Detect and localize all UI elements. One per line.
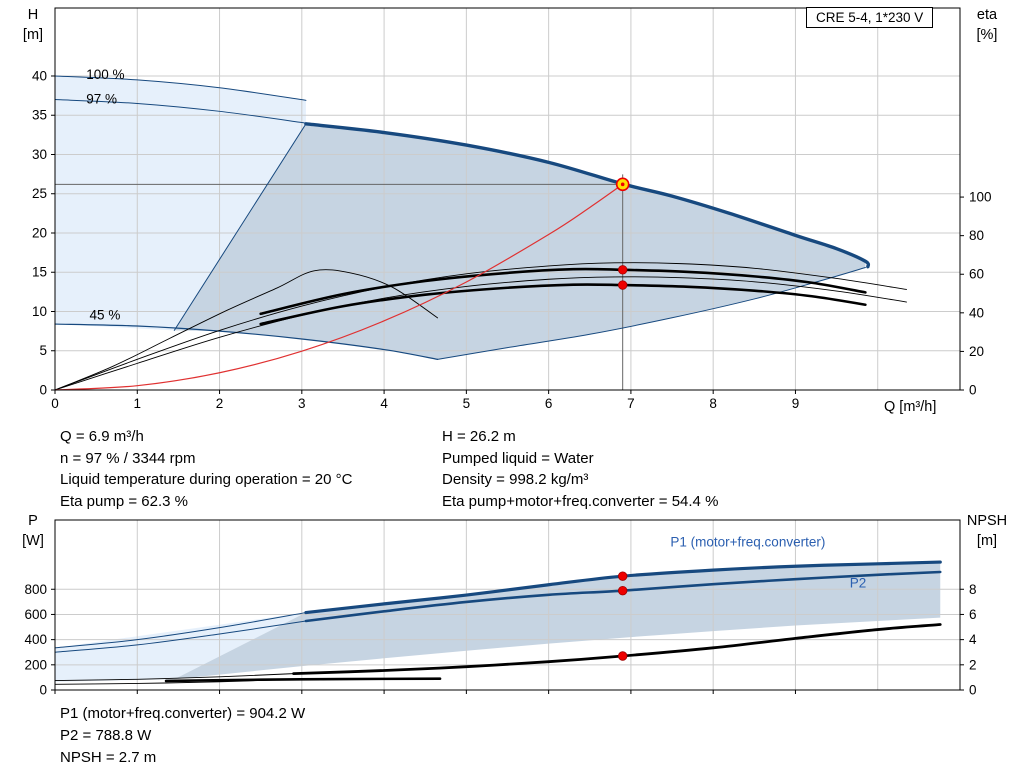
result-head: H = 26.2 m — [442, 428, 516, 445]
svg-text:600: 600 — [24, 607, 47, 622]
svg-text:0: 0 — [39, 383, 47, 398]
result-p2: P2 = 788.8 W — [60, 727, 152, 744]
npsh-axis-unit: [m] — [976, 533, 998, 549]
svg-text:30: 30 — [32, 147, 47, 162]
svg-text:8: 8 — [969, 582, 977, 597]
power-npsh-chart: 0 200 400 600 800 0 2 4 6 8 P1 (motor+freq.convert… — [24, 519, 977, 698]
series-p1-thin-100 — [54, 612, 307, 649]
power-axis-title: P [W] — [10, 511, 56, 551]
svg-text:60: 60 — [969, 267, 984, 282]
curve-label: 100 % — [86, 67, 124, 82]
svg-text:6: 6 — [545, 396, 553, 411]
svg-text:40: 40 — [32, 68, 47, 83]
svg-text:10: 10 — [32, 304, 47, 319]
svg-text:35: 35 — [32, 108, 47, 123]
duty-results-left: Q = 6.9 m³/h n = 97 % / 3344 rpm Liquid … — [60, 426, 352, 512]
result-p1: P1 (motor+freq.converter) = 904.2 W — [60, 705, 306, 722]
eta-axis-symbol: eta — [976, 7, 998, 23]
svg-text:100: 100 — [969, 190, 992, 205]
duty-results-right: H = 26.2 m Pumped liquid = Water Density… — [442, 426, 718, 512]
series-max-flow-boundary — [437, 267, 866, 360]
eta-axis-title: eta [%] — [960, 5, 1014, 45]
svg-text:4: 4 — [380, 396, 388, 411]
result-flow: Q = 6.9 m³/h — [60, 428, 144, 445]
series-speed-45 — [54, 323, 439, 360]
hq-eta-chart: 0 1 2 3 4 5 6 7 8 9 0 5 10 15 20 25 30 35 40 0 20 40 60 80 100 10… — [32, 7, 992, 411]
svg-text:3: 3 — [298, 396, 306, 411]
area-operating-envelope — [174, 123, 866, 360]
duty-point-center — [620, 182, 625, 187]
series-npsh-thin — [54, 673, 295, 682]
head-axis-title: H [m] — [10, 5, 56, 45]
svg-text:2: 2 — [216, 396, 224, 411]
area-power-envelope — [174, 562, 941, 680]
svg-text:200: 200 — [24, 657, 47, 672]
power-results: P1 (motor+freq.converter) = 904.2 W P2 =… — [60, 703, 305, 769]
operating-point-dot — [617, 571, 628, 581]
svg-text:0: 0 — [39, 683, 47, 698]
plot-frame — [54, 7, 961, 391]
series-p2-thin-100 — [54, 620, 307, 653]
series-min-flow-boundary — [173, 123, 307, 331]
series-speed-100 — [54, 75, 307, 101]
plot-frame — [54, 519, 961, 691]
svg-text:1: 1 — [134, 396, 142, 411]
series-eta-total-97 — [259, 283, 867, 326]
curve-label: 45 % — [90, 307, 121, 322]
result-pumped-liquid: Pumped liquid = Water — [442, 449, 594, 467]
series-pump-curve-97 — [304, 122, 871, 269]
svg-text:20: 20 — [969, 344, 984, 359]
flow-axis-title: Q [m³/h] — [884, 399, 937, 415]
svg-text:25: 25 — [32, 186, 47, 201]
result-density: Density = 998.2 kg/m³ — [442, 471, 589, 488]
svg-text:9: 9 — [792, 396, 800, 411]
series-eta-45 — [54, 269, 439, 391]
svg-text:5: 5 — [39, 343, 47, 358]
curve-label: P1 (motor+freq.converter) — [670, 534, 825, 549]
head-axis-unit: [m] — [22, 27, 44, 43]
curve-label: 97 % — [86, 91, 117, 106]
svg-text:0: 0 — [969, 383, 977, 398]
svg-text:4: 4 — [969, 632, 977, 647]
operating-point-dot — [617, 265, 628, 275]
result-speed: n = 97 % / 3344 rpm — [60, 449, 196, 467]
svg-text:0: 0 — [51, 396, 59, 411]
result-npsh: NPSH = 2.7 m — [60, 749, 157, 766]
series-eta-pump-100 — [54, 262, 907, 391]
result-eta-pump: Eta pump = 62.3 % — [60, 492, 188, 510]
result-liquid-temperature: Liquid temperature during operation = 20… — [60, 471, 353, 488]
eta-axis-unit: [%] — [976, 27, 998, 43]
pump-model-box: CRE 5-4, 1*230 V — [806, 7, 934, 28]
svg-text:400: 400 — [24, 632, 47, 647]
svg-text:80: 80 — [969, 228, 984, 243]
series-eta-pump-97 — [259, 267, 867, 316]
series-min-speed-power — [164, 677, 442, 683]
svg-text:7: 7 — [627, 396, 635, 411]
operating-point-dot — [617, 651, 628, 661]
operating-point-dot — [617, 280, 628, 290]
area-speed-range-light — [55, 75, 306, 331]
series-system-curve — [54, 183, 624, 391]
svg-text:15: 15 — [32, 265, 47, 280]
result-eta-total: Eta pump+motor+freq.converter = 54.4 % — [442, 492, 719, 510]
svg-text:800: 800 — [24, 582, 47, 597]
svg-text:40: 40 — [969, 305, 984, 320]
svg-text:2: 2 — [969, 657, 977, 672]
svg-text:5: 5 — [463, 396, 471, 411]
series-eta-total-100 — [54, 276, 907, 391]
svg-text:0: 0 — [969, 683, 977, 698]
svg-text:6: 6 — [969, 607, 977, 622]
curve-label: P2 — [850, 575, 867, 590]
svg-text:8: 8 — [709, 396, 717, 411]
power-axis-symbol: P — [28, 513, 38, 529]
head-axis-symbol: H — [27, 7, 39, 23]
npsh-axis-symbol: NPSH — [966, 513, 1008, 529]
series-speed-97-extension — [54, 99, 307, 124]
svg-text:20: 20 — [32, 225, 47, 240]
operating-point-dot — [617, 585, 628, 596]
npsh-axis-title: NPSH [m] — [954, 511, 1020, 551]
power-axis-unit: [W] — [22, 533, 44, 549]
